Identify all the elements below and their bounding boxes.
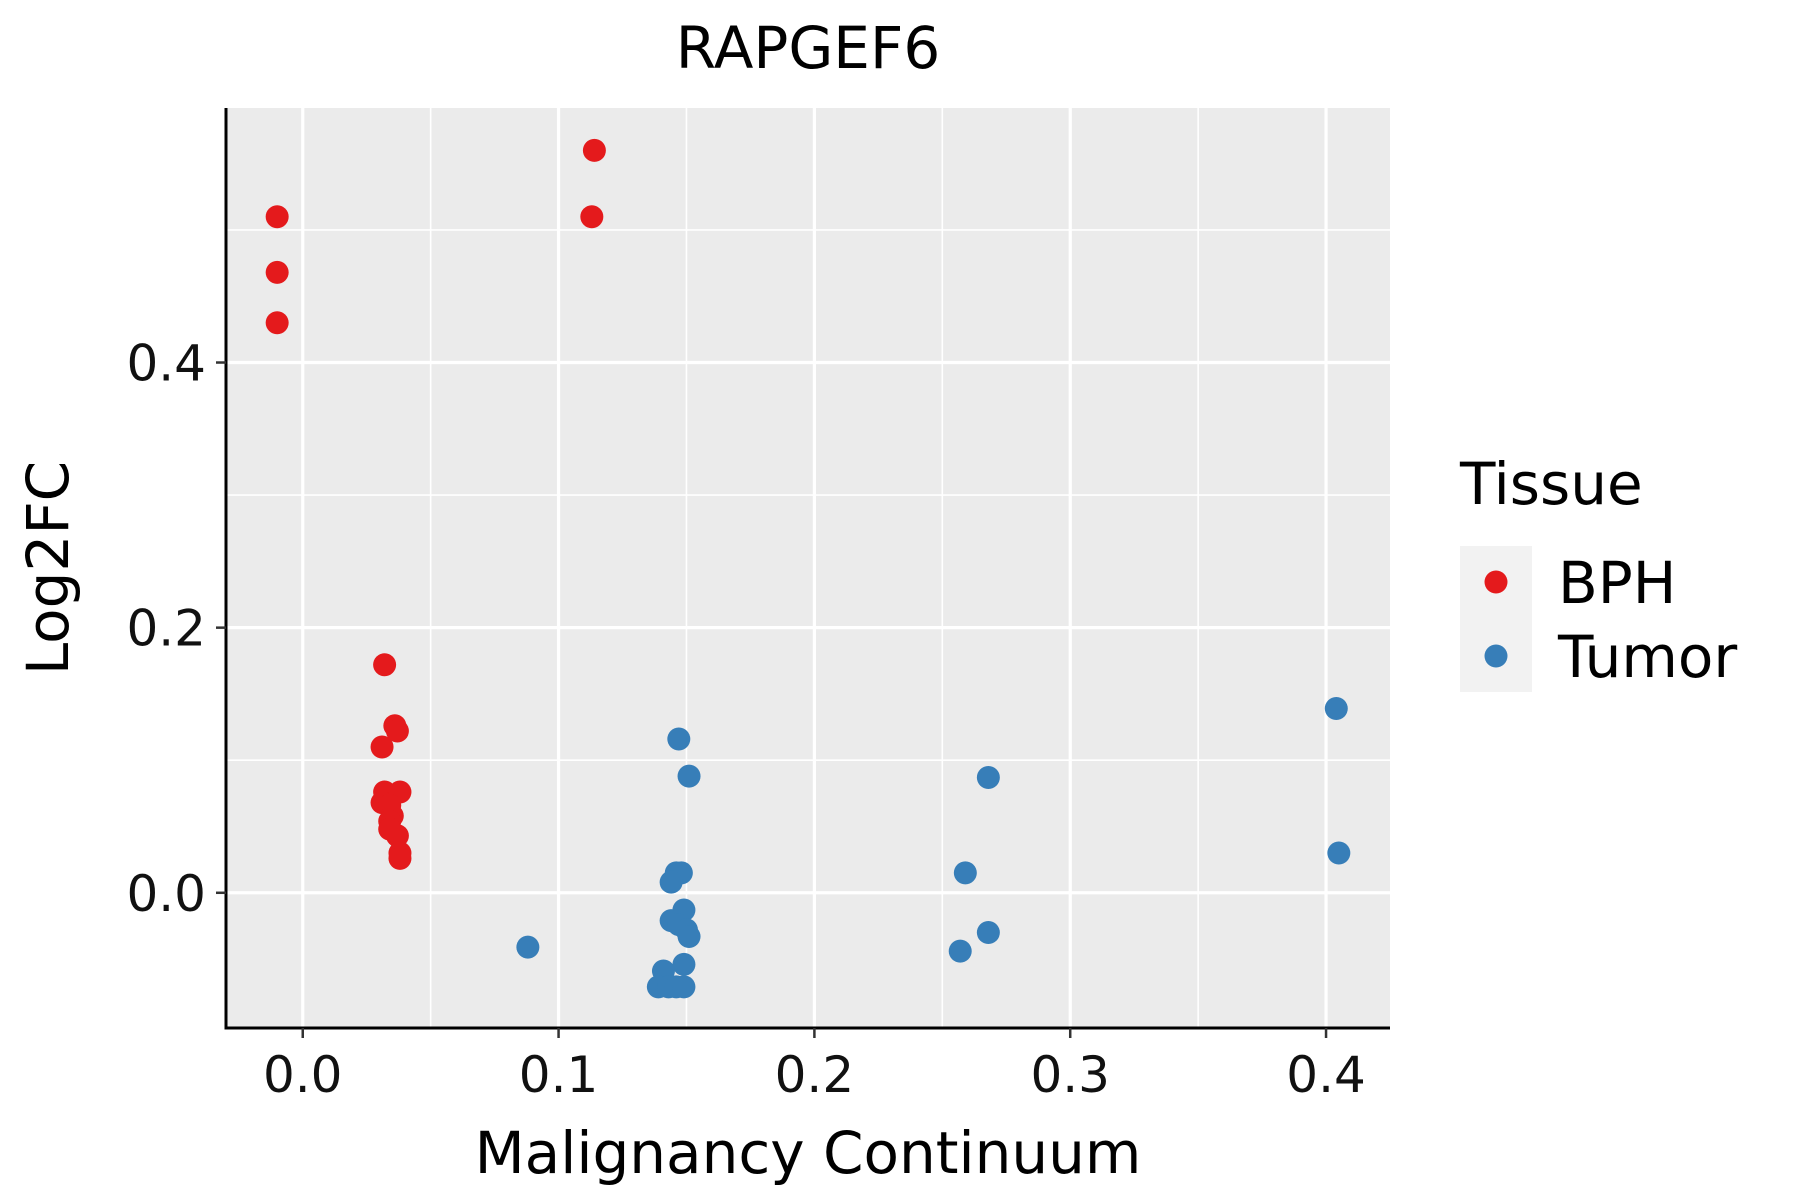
point-bph: [265, 311, 289, 335]
point-bph: [370, 735, 394, 759]
point-bph: [385, 719, 409, 743]
point-bph: [580, 205, 604, 229]
point-tumor: [1324, 697, 1348, 721]
y-tick-label: 0.4: [126, 335, 206, 393]
point-bph: [373, 653, 397, 677]
x-tick-label: 0.0: [263, 1046, 343, 1104]
point-tumor: [1327, 841, 1351, 865]
x-axis-title: Malignancy Continuum: [475, 1119, 1142, 1187]
x-tick-label: 0.4: [1286, 1046, 1366, 1104]
y-ticks: 0.0 0.2 0.4: [126, 335, 226, 923]
point-tumor: [672, 975, 696, 999]
legend-label-bph: BPH: [1558, 549, 1676, 617]
x-tick-label: 0.3: [1030, 1046, 1110, 1104]
points-layer: [265, 138, 1351, 999]
point-tumor: [659, 870, 683, 894]
legend-title: Tissue: [1459, 450, 1643, 518]
point-tumor: [677, 764, 701, 788]
point-tumor: [672, 952, 696, 976]
point-bph: [388, 846, 412, 870]
point-bph: [582, 138, 606, 162]
point-tumor: [667, 727, 691, 751]
point-tumor: [976, 765, 1000, 789]
y-tick-label: 0.2: [126, 600, 206, 658]
chart-title: RAPGEF6: [676, 14, 940, 82]
y-axis-title: Log2FC: [14, 461, 82, 675]
point-tumor: [516, 935, 540, 959]
point-tumor: [976, 921, 1000, 945]
point-tumor: [677, 925, 701, 949]
x-tick-label: 0.2: [775, 1046, 855, 1104]
point-tumor: [948, 939, 972, 963]
x-tick-label: 0.1: [519, 1046, 599, 1104]
legend-key-bph: [1484, 570, 1508, 594]
legend-key-tumor: [1484, 644, 1508, 668]
point-bph: [385, 824, 409, 848]
grid-major: [226, 108, 1390, 1028]
x-ticks: 0.0 0.1 0.2 0.3 0.4: [263, 1028, 1366, 1104]
y-tick-label: 0.0: [126, 865, 206, 923]
grid-minor: [226, 108, 1390, 1028]
point-bph: [265, 205, 289, 229]
point-tumor: [953, 861, 977, 885]
legend-label-tumor: Tumor: [1557, 623, 1737, 691]
legend-key-background: [1460, 546, 1532, 692]
plot-panel: [226, 108, 1390, 1028]
point-bph: [265, 260, 289, 284]
